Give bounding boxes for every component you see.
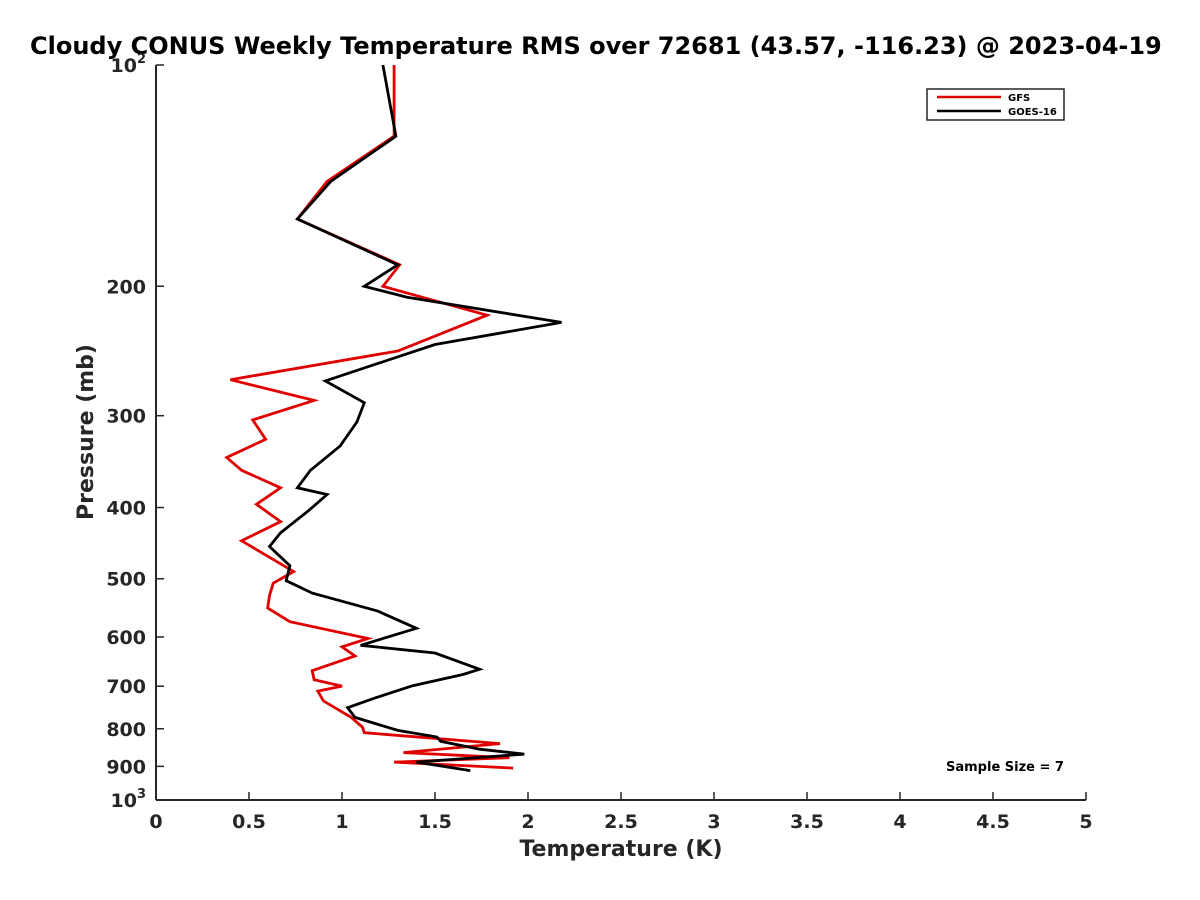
x-tick-label: 4.5 xyxy=(976,811,1010,833)
x-tick-label: 2.5 xyxy=(604,811,638,833)
sample-size-annotation: Sample Size = 7 xyxy=(946,760,1064,775)
y-tick-label: 103 xyxy=(111,787,147,812)
series-lines xyxy=(224,64,562,772)
y-axis-ticks: 102 200 300 400 500 600 700 800 900 103 xyxy=(106,52,164,812)
y-tick-label: 102 xyxy=(111,52,147,77)
y-tick-label: 800 xyxy=(106,719,146,741)
y-tick-label: 300 xyxy=(106,406,146,428)
x-tick-label: 3.5 xyxy=(790,811,824,833)
y-tick-label: 400 xyxy=(106,498,146,520)
x-tick-label: 3 xyxy=(707,811,720,833)
x-tick-label: 1.5 xyxy=(418,811,452,833)
legend-box xyxy=(926,88,1065,121)
y-tick-label: 600 xyxy=(106,627,146,649)
legend-label-goes16: GOES-16 xyxy=(1008,107,1057,118)
chart-title: Cloudy CONUS Weekly Temperature RMS over… xyxy=(30,32,1162,60)
legend: GFS GOES-16 xyxy=(926,88,1065,121)
x-axis-label: Temperature (K) xyxy=(519,837,722,862)
x-tick-label: 2 xyxy=(521,811,534,833)
y-tick-label: 200 xyxy=(106,276,146,298)
y-tick-label: 700 xyxy=(106,676,146,698)
x-tick-label: 4 xyxy=(893,811,906,833)
x-tick-label: 0.5 xyxy=(232,811,266,833)
series-line-gfs xyxy=(224,65,514,770)
x-tick-label: 1 xyxy=(335,811,348,833)
y-tick-label: 900 xyxy=(106,756,146,778)
x-axis-ticks: 0 0.5 1 1.5 2 2.5 3 3.5 4 4.5 5 xyxy=(149,792,1093,833)
series-line-goes16 xyxy=(267,64,562,772)
legend-label-gfs: GFS xyxy=(1008,93,1030,104)
x-tick-label: 0 xyxy=(149,811,162,833)
y-axis-label: Pressure (mb) xyxy=(74,344,99,520)
x-tick-label: 5 xyxy=(1079,811,1092,833)
y-tick-label: 500 xyxy=(106,569,146,591)
